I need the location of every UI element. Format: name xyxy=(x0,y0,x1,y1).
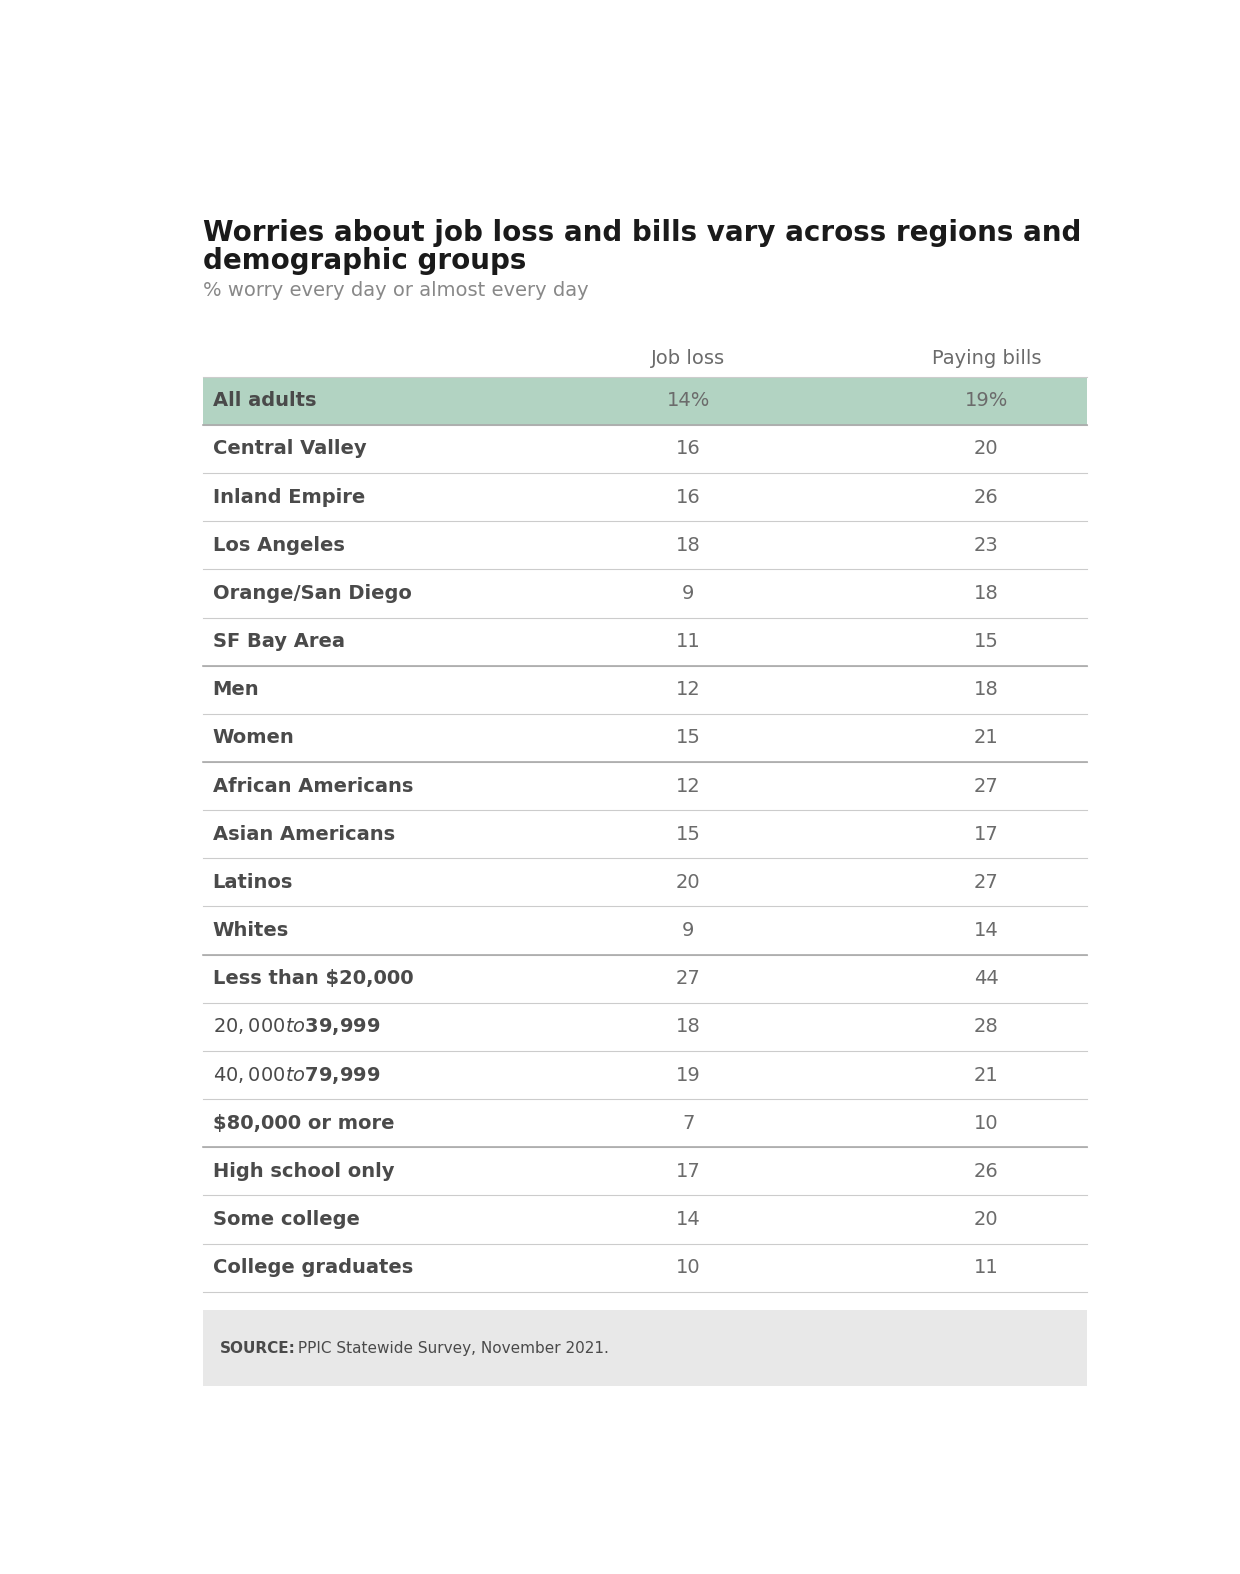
Text: 14%: 14% xyxy=(667,392,711,411)
Text: % worry every day or almost every day: % worry every day or almost every day xyxy=(203,282,589,301)
Text: Worries about job loss and bills vary across regions and: Worries about job loss and bills vary ac… xyxy=(203,219,1081,247)
Text: SF Bay Area: SF Bay Area xyxy=(213,633,345,652)
Text: 7: 7 xyxy=(682,1114,694,1133)
Text: 18: 18 xyxy=(973,584,998,603)
Text: 21: 21 xyxy=(973,729,998,748)
Text: Central Valley: Central Valley xyxy=(213,439,366,458)
Text: 9: 9 xyxy=(682,584,694,603)
Text: 21: 21 xyxy=(973,1066,998,1084)
Text: 17: 17 xyxy=(973,825,998,844)
Text: PPIC Statewide Survey, November 2021.: PPIC Statewide Survey, November 2021. xyxy=(294,1341,609,1355)
Text: 15: 15 xyxy=(676,825,701,844)
Text: Inland Empire: Inland Empire xyxy=(213,488,365,507)
Text: Job loss: Job loss xyxy=(651,349,725,368)
Text: 26: 26 xyxy=(973,1162,998,1180)
Text: 23: 23 xyxy=(973,535,998,554)
Text: 16: 16 xyxy=(676,488,701,507)
Text: 9: 9 xyxy=(682,921,694,940)
Text: African Americans: African Americans xyxy=(213,776,413,795)
Text: 20: 20 xyxy=(973,439,998,458)
Text: 27: 27 xyxy=(973,874,998,892)
Text: demographic groups: demographic groups xyxy=(203,247,527,275)
Text: 44: 44 xyxy=(973,970,998,988)
Text: 10: 10 xyxy=(973,1114,998,1133)
Text: Less than $20,000: Less than $20,000 xyxy=(213,970,413,988)
Text: Paying bills: Paying bills xyxy=(931,349,1042,368)
Text: All adults: All adults xyxy=(213,392,316,411)
Text: Latinos: Latinos xyxy=(213,874,293,892)
Text: 20: 20 xyxy=(973,1210,998,1229)
Text: 14: 14 xyxy=(676,1210,701,1229)
Text: Asian Americans: Asian Americans xyxy=(213,825,394,844)
Text: 18: 18 xyxy=(973,680,998,699)
Text: SOURCE:: SOURCE: xyxy=(221,1341,296,1355)
Text: 19%: 19% xyxy=(965,392,1008,411)
Text: $80,000 or more: $80,000 or more xyxy=(213,1114,394,1133)
Text: 18: 18 xyxy=(676,535,701,554)
Text: 12: 12 xyxy=(676,776,701,795)
Text: 10: 10 xyxy=(676,1258,701,1277)
Text: 17: 17 xyxy=(676,1162,701,1180)
Text: 28: 28 xyxy=(973,1017,998,1036)
Text: Men: Men xyxy=(213,680,259,699)
Text: $20,000 to $39,999: $20,000 to $39,999 xyxy=(213,1017,381,1037)
Text: 20: 20 xyxy=(676,874,701,892)
Text: 15: 15 xyxy=(676,729,701,748)
Text: Los Angeles: Los Angeles xyxy=(213,535,345,554)
Text: 26: 26 xyxy=(973,488,998,507)
Text: Whites: Whites xyxy=(213,921,289,940)
Text: 14: 14 xyxy=(973,921,998,940)
Text: 11: 11 xyxy=(676,633,701,652)
Text: Women: Women xyxy=(213,729,294,748)
Text: Some college: Some college xyxy=(213,1210,360,1229)
Text: Orange/San Diego: Orange/San Diego xyxy=(213,584,412,603)
Text: 19: 19 xyxy=(676,1066,701,1084)
Text: 11: 11 xyxy=(973,1258,998,1277)
Text: 27: 27 xyxy=(676,970,701,988)
Text: High school only: High school only xyxy=(213,1162,394,1180)
Bar xyxy=(203,376,1087,425)
Text: 18: 18 xyxy=(676,1017,701,1036)
Text: 27: 27 xyxy=(973,776,998,795)
Text: 12: 12 xyxy=(676,680,701,699)
Text: $40,000 to $79,999: $40,000 to $79,999 xyxy=(213,1064,381,1086)
Text: 16: 16 xyxy=(676,439,701,458)
Text: College graduates: College graduates xyxy=(213,1258,413,1277)
Bar xyxy=(203,1310,1087,1387)
Text: 15: 15 xyxy=(973,633,998,652)
